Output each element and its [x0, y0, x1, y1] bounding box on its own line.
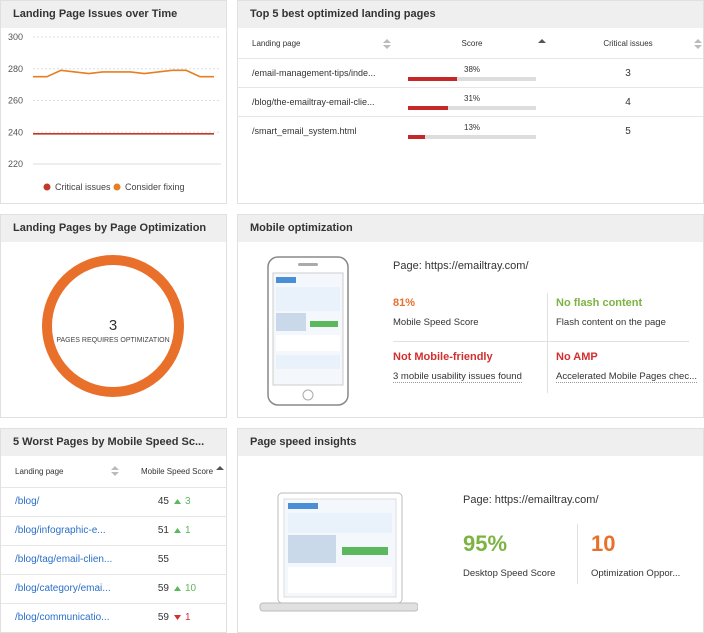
card-title: Page speed insights	[238, 429, 703, 456]
page-url: Page: https://emailtray.com/	[393, 260, 529, 272]
table-row	[1, 603, 226, 632]
table-row	[1, 487, 226, 517]
sort-icon[interactable]	[694, 39, 702, 49]
trend-arrow	[174, 499, 181, 504]
donut-value: 3	[109, 317, 117, 334]
change-cell: 1	[185, 525, 191, 536]
card: Mobile optimization Page: https://emailt…	[237, 214, 704, 418]
critical-cell: 4	[625, 97, 631, 108]
table-row	[238, 116, 703, 146]
divider	[547, 293, 548, 393]
y-tick-label: 260	[8, 96, 23, 106]
phone-illustration	[267, 256, 349, 406]
change-cell: 1	[185, 612, 191, 623]
score-track	[408, 77, 536, 81]
metric-value: 95%	[463, 531, 508, 556]
score-cell: 51	[157, 525, 169, 536]
critical-cell: 3	[625, 68, 631, 79]
table-row	[1, 574, 226, 604]
score-bar	[408, 135, 425, 139]
column-header: Mobile Speed Score	[141, 467, 214, 476]
divider	[577, 524, 578, 584]
page-cell: /smart_email_system.html	[252, 126, 357, 136]
y-tick-label: 300	[8, 32, 23, 42]
y-tick-label: 280	[8, 64, 23, 74]
trend-arrow	[174, 528, 181, 533]
table-row	[1, 516, 226, 546]
table-row	[1, 545, 226, 575]
donut-ring	[42, 255, 184, 397]
sort-icon[interactable]	[383, 39, 391, 49]
score-label: 31%	[464, 94, 481, 103]
legend-label: Consider fixing	[125, 182, 185, 192]
card-title: Top 5 best optimized landing pages	[238, 1, 703, 28]
score-cell: 59	[157, 583, 169, 594]
metric-value: No flash content	[556, 297, 643, 309]
change-cell: 10	[185, 583, 197, 594]
column-header: Landing page	[15, 467, 64, 476]
critical-cell: 5	[625, 126, 631, 137]
page-link[interactable]: /blog/communicatio...	[15, 612, 110, 623]
sort-icon[interactable]	[538, 39, 546, 49]
y-tick-label: 220	[8, 159, 23, 169]
page-url: Page: https://emailtray.com/	[463, 494, 599, 506]
card: Landing Pages by Page Optimization 3 PAGE…	[0, 214, 227, 418]
card: 5 Worst Pages by Mobile Speed Sc... Land…	[0, 428, 227, 633]
score-bar	[408, 77, 457, 81]
score-cell: 55	[157, 554, 169, 565]
sort-icon[interactable]	[111, 466, 119, 476]
line-series	[33, 69, 214, 78]
score-cell: 45	[157, 496, 169, 507]
card-title: Landing Pages by Page Optimization	[1, 215, 226, 242]
metric-label: Optimization Oppor...	[591, 568, 681, 579]
divider	[393, 341, 689, 342]
page-link[interactable]: /blog/infographic-e...	[15, 525, 106, 536]
legend-label: Critical issues	[55, 182, 111, 192]
score-track	[408, 106, 536, 110]
change-cell: 3	[185, 496, 191, 507]
metric-value: No AMP	[556, 351, 598, 363]
page-cell: /email-management-tips/inde...	[252, 68, 376, 78]
page-link[interactable]: /blog/tag/email-clien...	[15, 554, 113, 565]
line-chart: 220 240 260 280 300 Critical issues Consider f…	[8, 32, 221, 192]
page-link[interactable]: /blog/category/emai...	[15, 583, 111, 594]
column-header: Score	[461, 39, 483, 48]
donut-chart: 3 PAGES REQUIRES OPTIMIZATION	[42, 255, 184, 397]
card: Page speed insights Page: https://emailt…	[237, 428, 704, 633]
table-row	[238, 58, 703, 88]
legend-marker	[113, 183, 121, 191]
metric-label: Mobile Speed Score	[393, 317, 479, 328]
trend-arrow	[174, 615, 181, 620]
page-cell: /blog/the-emailtray-email-clie...	[252, 97, 375, 107]
metric-value: 10	[591, 531, 616, 556]
metric-value: 81%	[393, 297, 416, 309]
table-row	[238, 87, 703, 117]
sort-icon[interactable]	[216, 466, 224, 476]
score-label: 38%	[464, 65, 481, 74]
trend-arrow	[174, 586, 181, 591]
metric-label: Accelerated Mobile Pages chec...	[556, 371, 697, 383]
card-title: Landing Page Issues over Time	[1, 1, 226, 28]
score-bar	[408, 106, 448, 110]
score-label: 13%	[464, 123, 481, 132]
page-link[interactable]: /blog/	[15, 496, 40, 507]
card-title: Mobile optimization	[238, 215, 703, 242]
card-title: 5 Worst Pages by Mobile Speed Sc...	[1, 429, 226, 456]
column-header: Landing page	[252, 39, 301, 48]
laptop-illustration	[259, 492, 418, 612]
donut-label: PAGES REQUIRES OPTIMIZATION	[56, 337, 169, 344]
column-header: Critical issues	[603, 39, 653, 48]
metric-label: Desktop Speed Score	[463, 568, 556, 579]
metric-value: Not Mobile-friendly	[393, 351, 493, 363]
score-track	[408, 135, 536, 139]
metric-label: 3 mobile usability issues found	[393, 371, 522, 383]
metric-label: Flash content on the page	[556, 317, 666, 328]
legend-marker	[43, 183, 51, 191]
card: Top 5 best optimized landing pages Landi…	[237, 0, 704, 204]
y-tick-label: 240	[8, 127, 23, 137]
card: Landing Page Issues over Time 220 240 260 2…	[0, 0, 227, 204]
score-cell: 59	[157, 612, 169, 623]
